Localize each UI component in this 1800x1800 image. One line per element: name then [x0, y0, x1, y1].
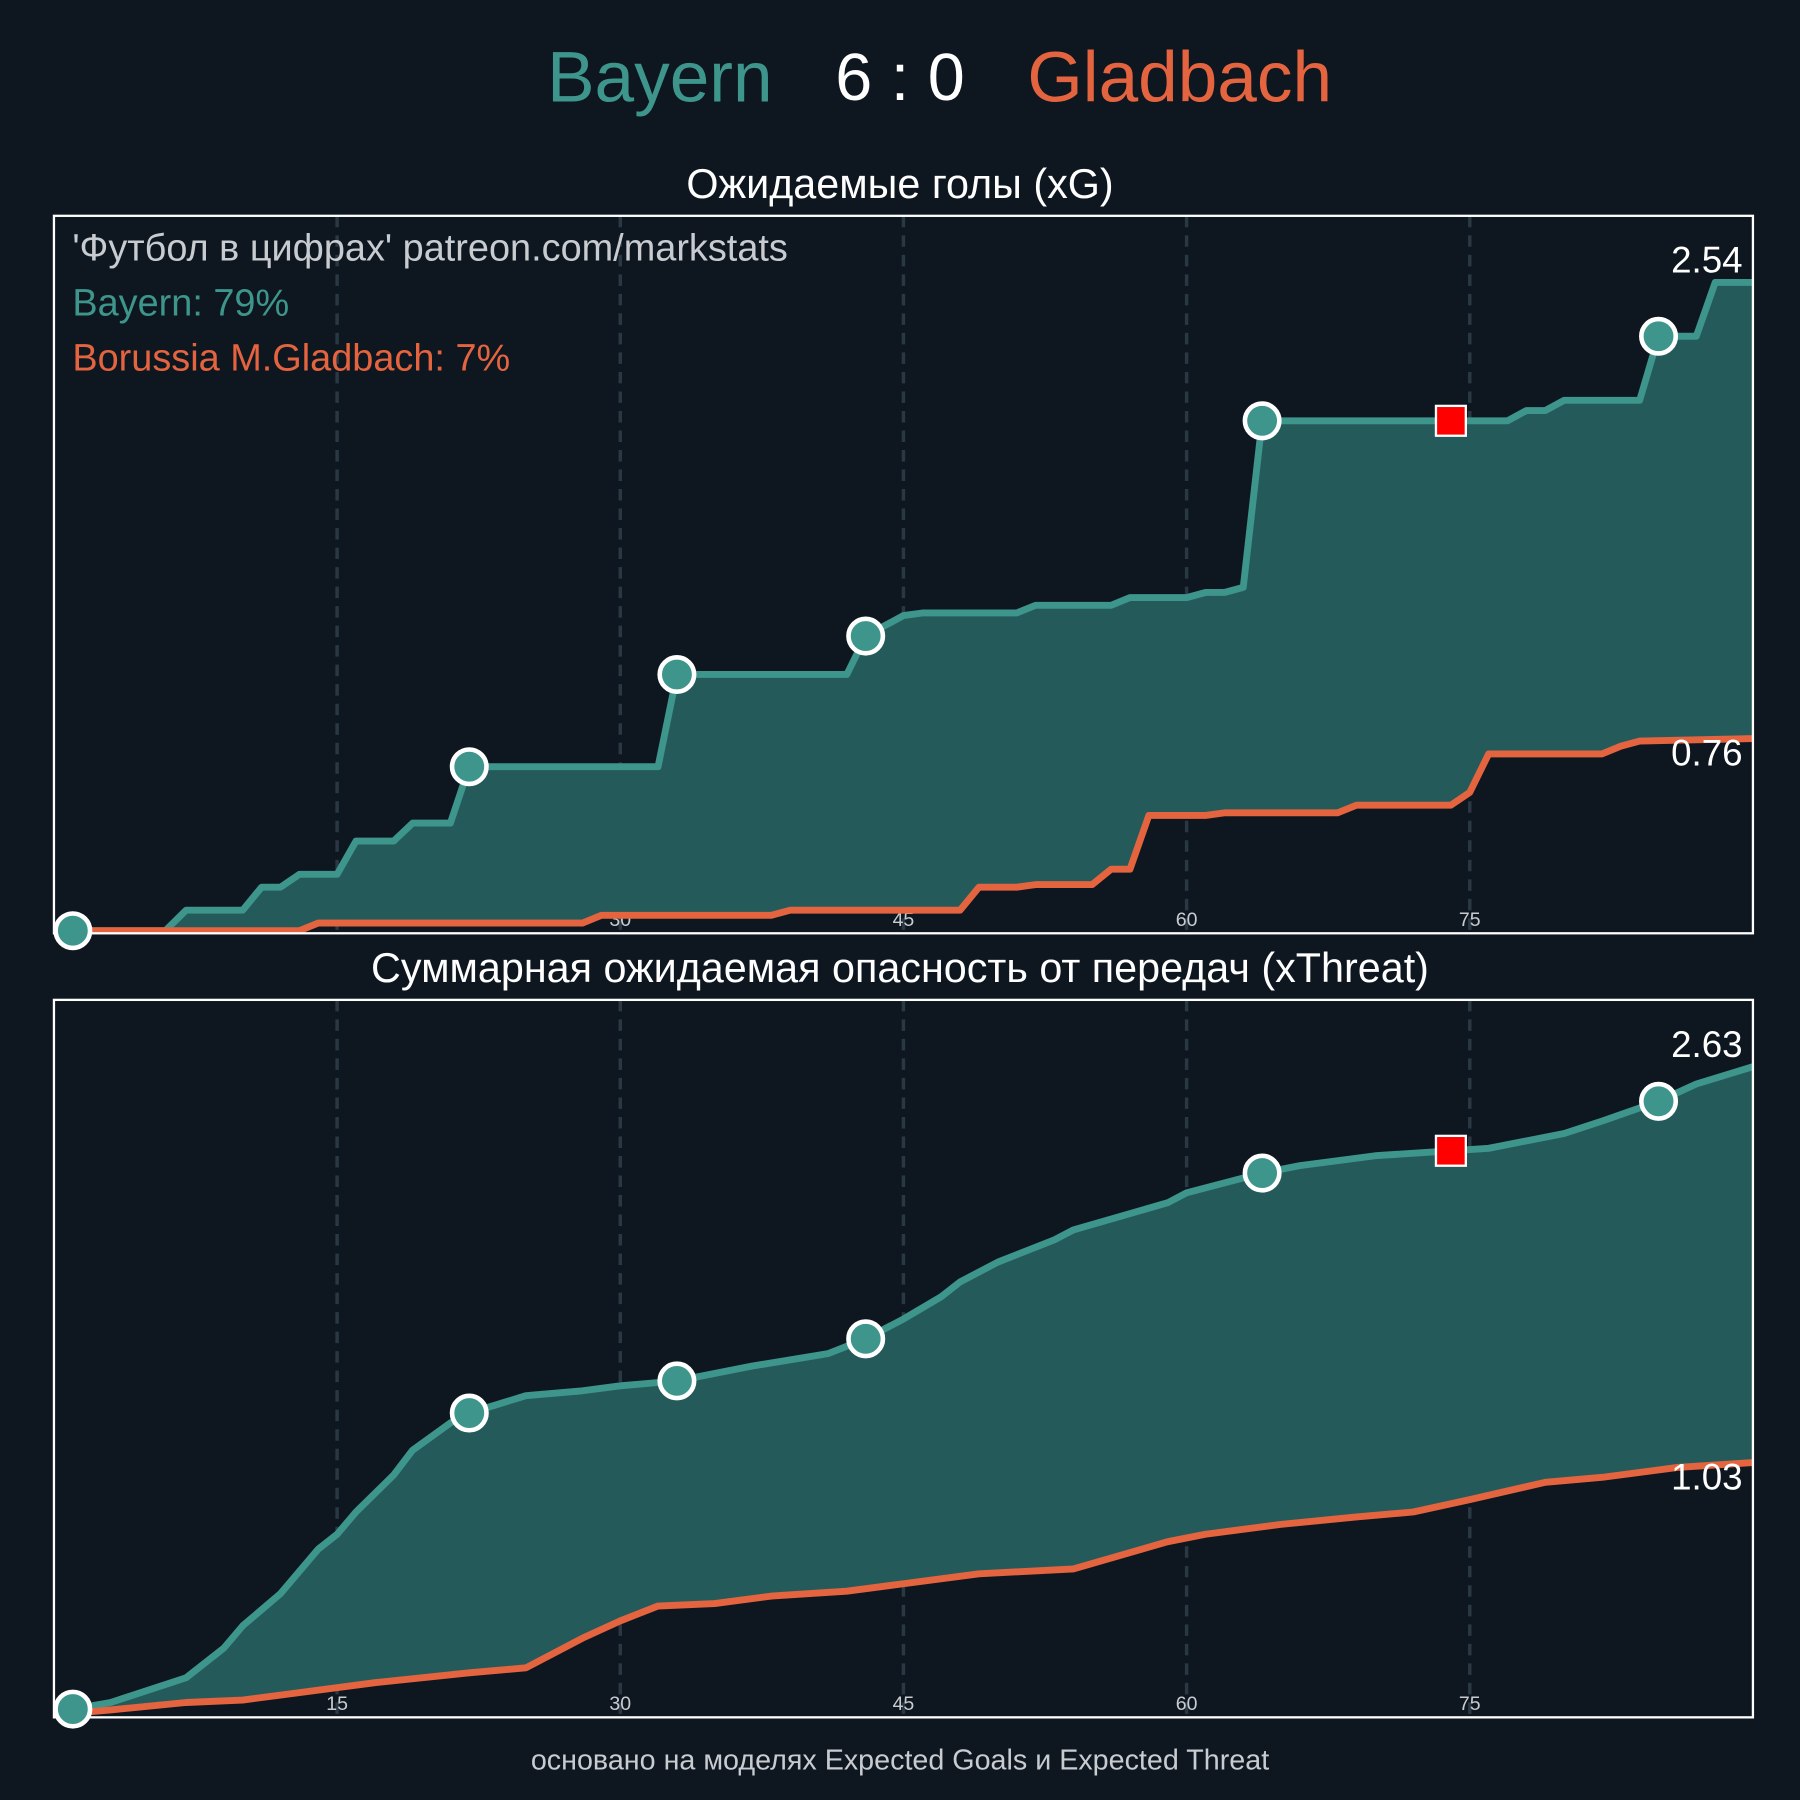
x-tick-label: 75	[1459, 909, 1481, 931]
goal-marker	[1639, 316, 1679, 356]
goal-marker	[846, 1319, 886, 1359]
goal-marker	[449, 747, 489, 787]
x-tick-label: 60	[1176, 1693, 1198, 1715]
goal-marker	[657, 1361, 697, 1401]
x-tick-label: 15	[326, 1693, 348, 1715]
goal-marker	[1242, 401, 1282, 441]
goal-marker	[449, 1393, 489, 1433]
goal-marker	[1639, 1081, 1679, 1121]
x-tick-label: 60	[1176, 909, 1198, 931]
red-card-marker	[1434, 404, 1467, 437]
goal-marker	[53, 911, 93, 951]
x-tick-label: 75	[1459, 1693, 1481, 1715]
goal-marker	[846, 616, 886, 656]
annotation: Borussia M.Gladbach: 7%	[72, 337, 510, 379]
goal-marker	[657, 654, 697, 695]
plot-frame	[52, 998, 1755, 1719]
series-line	[53, 1459, 1754, 1719]
area-fill	[53, 1066, 1753, 1715]
x-tick-label: 45	[893, 1693, 915, 1715]
end-value-label: 2.54	[1671, 240, 1742, 281]
goal-marker	[1242, 1153, 1282, 1193]
end-value-label: 2.63	[1671, 1024, 1742, 1065]
x-tick-label: 30	[609, 1693, 631, 1715]
home-team: Bayern	[547, 38, 772, 117]
red-card-marker	[1434, 1134, 1467, 1167]
score: 6 : 0	[835, 41, 965, 115]
goal-marker	[53, 1689, 93, 1729]
footer: основано на моделях Expected Goals и Exp…	[531, 1745, 1269, 1777]
series-line	[53, 278, 1753, 935]
end-value-label: 1.03	[1671, 1456, 1742, 1497]
end-value-label: 0.76	[1671, 732, 1742, 773]
annotation: 'Футбол в цифрах' patreon.com/markstats	[72, 227, 788, 269]
chart-title: Суммарная ожидаемая опасность от передач…	[371, 945, 1429, 991]
away-team: Gladbach	[1027, 38, 1332, 117]
series-line	[53, 735, 1754, 935]
plot-frame	[52, 214, 1755, 935]
x-tick-label: 45	[893, 909, 915, 931]
chart-title: Ожидаемые голы (xG)	[686, 161, 1113, 207]
annotation: Bayern: 79%	[72, 282, 289, 324]
